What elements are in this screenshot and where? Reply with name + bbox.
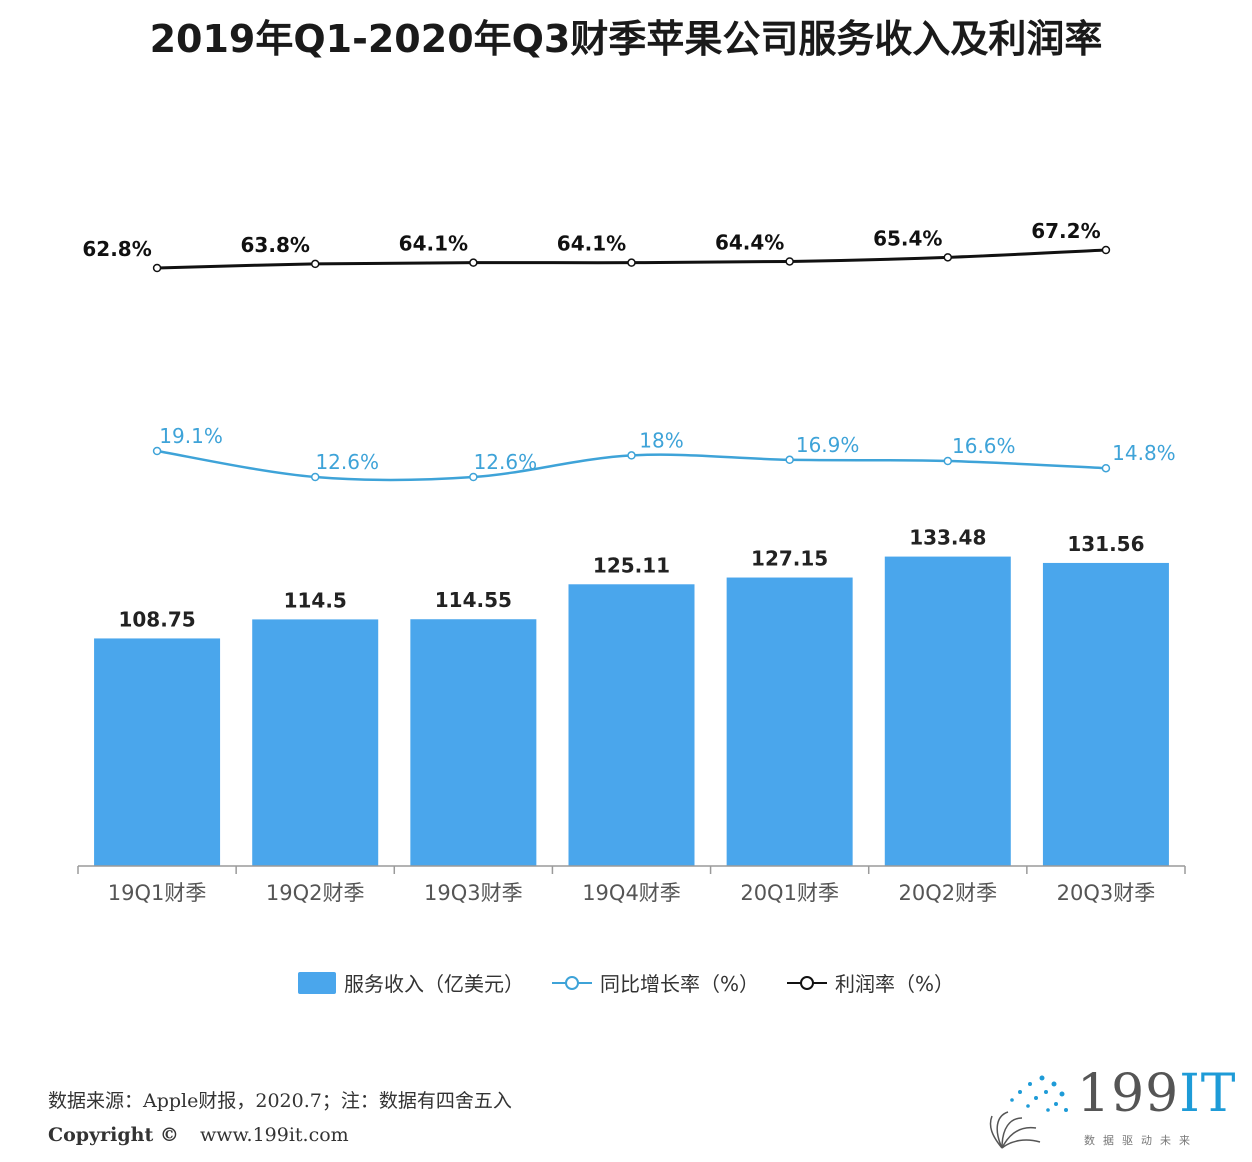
bar-value-label: 127.15 [751, 547, 828, 571]
logo-slogan: 数据驱动未来 [1084, 1134, 1198, 1147]
bar-value-label: 133.48 [909, 526, 986, 550]
x-tick-label: 20Q1财季 [740, 881, 839, 905]
legend-item-growth: 同比增长率（%） [551, 968, 759, 997]
margin-point [943, 253, 953, 262]
margin-point [310, 259, 320, 269]
margin-value-label: 64.1% [557, 232, 626, 256]
x-tick-label: 19Q4财季 [582, 881, 681, 905]
growth-value-label: 16.9% [796, 433, 860, 457]
margin-point [1101, 245, 1111, 255]
margin-value-label: 65.4% [873, 226, 942, 250]
growth-point [469, 472, 478, 482]
margin-value-label: 67.2% [1031, 219, 1100, 243]
bar [1042, 562, 1169, 866]
bar [410, 619, 537, 866]
x-tick-label: 19Q3财季 [424, 881, 523, 905]
bar-value-label: 131.56 [1067, 532, 1144, 556]
legend-label-margin: 利润率（%） [835, 972, 955, 996]
combo-chart: 108.75 114.5 114.55 125.11 127.15 133.48 131.5… [77, 219, 1186, 905]
growth-value-label: 14.8% [1112, 441, 1176, 465]
legend-margin-swatch [787, 975, 827, 990]
x-tick-label: 20Q2财季 [898, 881, 997, 905]
legend-item-revenue: 服务收入（亿美元） [297, 968, 524, 997]
growth-value-label: 18% [639, 428, 683, 452]
brand-logo: 199IT 数据驱动未来 [982, 1064, 1235, 1155]
x-tick-label: 20Q3财季 [1057, 881, 1156, 905]
bar [884, 556, 1011, 866]
growth-value-label: 16.6% [952, 434, 1016, 458]
bar-value-label: 114.5 [284, 588, 347, 612]
bar-value-label: 114.55 [435, 588, 512, 612]
legend-item-margin: 利润率（%） [787, 968, 954, 997]
growth-value-label: 19.1% [159, 424, 223, 448]
margin-point [152, 263, 162, 273]
source-note: 数据来源：Apple财报，2020.7；注：数据有四舍五入 [48, 1090, 512, 1112]
bar-value-label: 125.11 [593, 553, 670, 577]
legend-growth-swatch [551, 975, 592, 990]
bar [252, 619, 379, 866]
bar-value-label: 108.75 [118, 607, 195, 631]
growth-point [627, 451, 636, 460]
margin-value-label: 63.8% [241, 233, 310, 257]
growth-point [152, 446, 162, 456]
bar [726, 577, 853, 866]
dandelion-icon [989, 1075, 1068, 1149]
margin-value-label: 62.8% [82, 237, 151, 261]
growth-value-label: 12.6% [474, 450, 538, 474]
growth-point [785, 455, 794, 465]
growth-point [310, 472, 320, 482]
margin-value-label: 64.1% [399, 232, 468, 256]
margin-point [785, 257, 794, 266]
growth-point [1101, 463, 1111, 473]
x-tick-label: 19Q2财季 [266, 881, 365, 905]
bar [94, 638, 221, 866]
legend-label-growth: 同比增长率（%） [599, 972, 759, 996]
logo-text: 199IT [1077, 1064, 1237, 1124]
legend: 服务收入（亿美元） 同比增长率（%） 利润率（%） [0, 968, 1252, 997]
bar [568, 584, 695, 866]
margin-value-label: 64.4% [715, 230, 784, 254]
copyright: Copyright © [48, 1124, 179, 1146]
legend-label-revenue: 服务收入（亿美元） [343, 972, 524, 996]
website-link[interactable]: www.199it.com [200, 1124, 349, 1146]
chart-title: 2019年Q1-2020年Q3财季苹果公司服务收入及利润率 [149, 17, 1103, 61]
x-tick-label: 19Q1财季 [108, 881, 207, 905]
growth-point [943, 456, 953, 466]
margin-point [469, 258, 478, 267]
legend-bar-swatch [297, 971, 336, 994]
margin-point [627, 258, 636, 267]
growth-value-label: 12.6% [315, 450, 379, 474]
